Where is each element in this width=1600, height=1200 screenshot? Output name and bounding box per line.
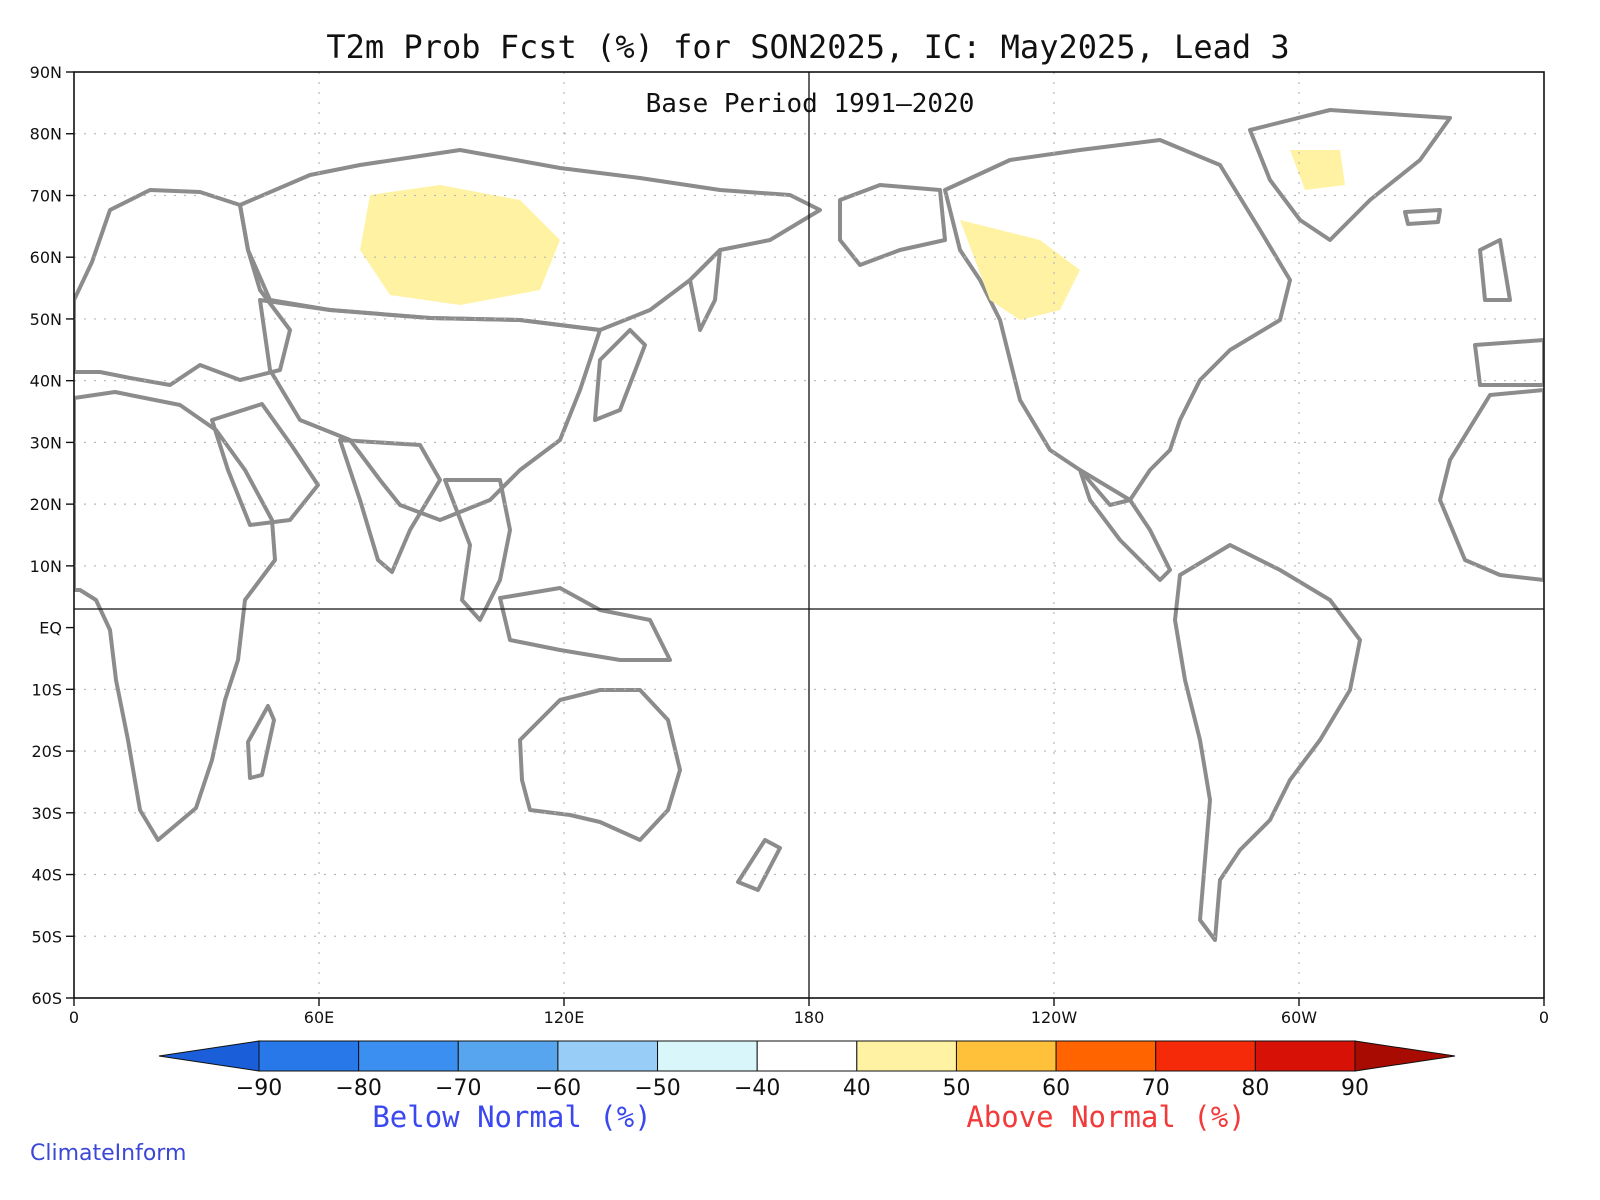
colorbar-label: −40 — [734, 1076, 780, 1101]
lon-label: 60W — [1281, 1008, 1317, 1027]
colorbar-label: 70 — [1142, 1076, 1170, 1101]
lat-label: 40S — [31, 866, 62, 885]
lon-label: 0 — [69, 1008, 79, 1027]
colorbar-label: −90 — [236, 1076, 282, 1101]
region-madagascar — [246, 704, 276, 780]
lon-label: 60E — [304, 1008, 334, 1027]
lon-label: 120E — [544, 1008, 585, 1027]
region-north-america — [943, 138, 1292, 507]
lat-label: 10N — [30, 557, 62, 576]
lat-axis: 90N 80N 70N 60N 50N 40N 30N 20N 10N EQ 10S 20S 30S 40… — [30, 63, 74, 1008]
colorbar-arrow-right — [1354, 1040, 1456, 1072]
lat-label: 70N — [30, 186, 62, 205]
region-central-america — [1078, 468, 1172, 582]
colorbar-swatch — [557, 1040, 659, 1072]
colorbar-arrow-left — [158, 1040, 260, 1072]
colorbar-swatch — [1055, 1040, 1157, 1072]
region-africa — [74, 390, 277, 842]
lat-label: 60N — [30, 248, 62, 267]
colorbar-label: 80 — [1241, 1076, 1269, 1101]
lon-label: 0 — [1539, 1008, 1549, 1027]
region-alaska — [838, 183, 947, 267]
lat-label: 40N — [30, 372, 62, 391]
colorbar-label: −70 — [435, 1076, 481, 1101]
region-uk-east — [1478, 238, 1512, 302]
colorbar-label: 40 — [843, 1076, 871, 1101]
lon-axis: 0 60E 120E 180 120W 60W 0 — [69, 998, 1549, 1027]
region-kamchatka — [688, 248, 722, 332]
lat-label: 90N — [30, 63, 62, 82]
gridlines — [74, 72, 1544, 998]
lat-label: 20N — [30, 495, 62, 514]
colorbar: −90 −80 −70 −60 −50 −40 40 50 60 70 80 90 — [158, 1040, 1456, 1101]
region-siberia-pale — [360, 185, 560, 305]
colorbar-label: −60 — [535, 1076, 581, 1101]
region-south-america — [1173, 543, 1362, 942]
map-title: T2m Prob Fcst (%) for SON2025, IC: May20… — [326, 28, 1289, 66]
colorbar-label: 60 — [1042, 1076, 1070, 1101]
colorbar-swatch — [756, 1040, 858, 1072]
brand-label: ClimateInform — [30, 1141, 186, 1166]
region-greenland — [1248, 108, 1452, 242]
colorbar-swatch — [358, 1040, 459, 1072]
region-southeast-asia — [443, 478, 512, 622]
lat-label: 30S — [31, 804, 62, 823]
colorbar-swatch — [955, 1040, 1057, 1072]
colorbar-swatch — [1254, 1040, 1356, 1072]
colorbar-swatch — [258, 1040, 360, 1072]
region-indonesia — [498, 586, 672, 662]
region-new-zealand — [736, 838, 782, 892]
lat-label: 80N — [30, 125, 62, 144]
colorbar-label: 50 — [942, 1076, 970, 1101]
region-central-east-asia — [258, 298, 602, 522]
region-europe — [74, 188, 292, 387]
above-normal-label: Above Normal (%) — [966, 1100, 1245, 1134]
lat-label: 10S — [31, 680, 62, 699]
region-arabia — [210, 402, 320, 527]
region-iceland — [1403, 208, 1442, 226]
region-india — [338, 438, 442, 574]
lon-label: 120W — [1031, 1008, 1078, 1027]
colorbar-swatch — [657, 1040, 758, 1072]
lat-label: 30N — [30, 433, 62, 452]
colorbar-label: −50 — [634, 1076, 680, 1101]
lat-label: 60S — [31, 989, 62, 1008]
region-west-africa-east — [1438, 388, 1544, 582]
region-canada-pale — [960, 220, 1080, 320]
region-greenland-pale — [1290, 150, 1345, 190]
region-iberia-east — [1473, 338, 1544, 387]
lat-label: 50N — [30, 310, 62, 329]
region-japan — [593, 328, 647, 422]
below-normal-label: Below Normal (%) — [372, 1100, 651, 1134]
map-subtitle: Base Period 1991–2020 — [646, 89, 975, 119]
region-australia — [518, 688, 682, 842]
lat-label: 20S — [31, 742, 62, 761]
colorbar-label: −80 — [335, 1076, 381, 1101]
lon-label: 180 — [794, 1008, 825, 1027]
colorbar-swatch — [1155, 1040, 1256, 1072]
colorbar-swatch — [457, 1040, 559, 1072]
land-layer — [74, 108, 1544, 942]
colorbar-label: 90 — [1341, 1076, 1369, 1101]
lat-label: 50S — [31, 927, 62, 946]
colorbar-swatch — [856, 1040, 957, 1072]
lat-label: EQ — [39, 619, 62, 638]
